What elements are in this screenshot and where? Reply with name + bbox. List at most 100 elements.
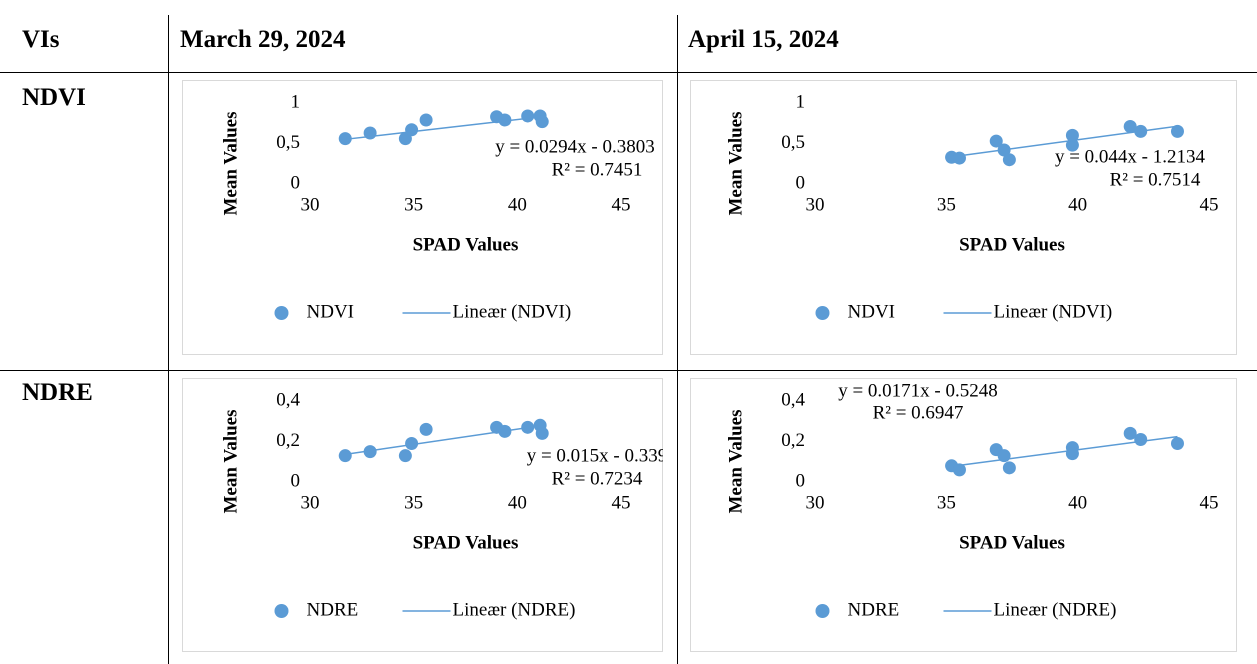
x-axis-label: SPAD Values <box>959 234 1065 255</box>
x-tick-label: 40 <box>508 492 527 513</box>
chart-border <box>690 80 1237 355</box>
column-rule <box>677 15 678 664</box>
header-cell: April 15, 2024 <box>688 26 839 53</box>
legend-label: NDRE <box>307 599 359 620</box>
y-tick-label: 0,2 <box>781 430 805 451</box>
r-squared-label: R² = 0.7451 <box>552 159 643 180</box>
x-tick-label: 35 <box>404 194 423 215</box>
row-rule <box>0 72 1257 73</box>
data-point <box>405 123 419 137</box>
legend-label: Lineær (NDVI) <box>994 301 1113 322</box>
legend-label: NDRE <box>848 599 900 620</box>
x-tick-label: 35 <box>404 492 423 513</box>
x-tick-label: 35 <box>937 194 956 215</box>
trendline-equation: y = 0.0294x - 0.3803 <box>495 136 655 157</box>
legend-marker <box>274 306 289 320</box>
x-axis-label: SPAD Values <box>959 532 1065 553</box>
data-point <box>419 113 433 127</box>
legend-label: NDVI <box>848 301 896 322</box>
data-point <box>419 422 433 436</box>
x-tick-label: 35 <box>937 492 956 513</box>
legend-label: Lineær (NDRE) <box>453 599 576 620</box>
chart-border <box>690 378 1237 652</box>
x-tick-label: 30 <box>301 194 320 215</box>
data-point <box>1002 153 1016 167</box>
header-cell: VIs <box>22 26 60 53</box>
y-tick-label: 1 <box>291 91 301 112</box>
x-tick-label: 45 <box>1200 492 1219 513</box>
trendline-equation: y = 0.015x - 0.339 <box>527 445 663 466</box>
column-rule <box>168 15 169 664</box>
data-point <box>1170 124 1184 138</box>
y-tick-label: 0,4 <box>781 389 805 410</box>
y-tick-label: 0 <box>796 172 806 193</box>
chart-border <box>182 378 663 652</box>
r-squared-label: R² = 0.7514 <box>1110 169 1201 190</box>
data-point <box>405 437 419 451</box>
y-axis-label: Mean Values <box>220 112 241 216</box>
legend-marker <box>815 604 830 618</box>
data-point <box>398 449 412 463</box>
data-point <box>989 134 1003 148</box>
x-tick-label: 45 <box>612 492 631 513</box>
legend-label: Lineær (NDVI) <box>453 301 572 322</box>
x-tick-label: 45 <box>1200 194 1219 215</box>
data-point <box>952 463 966 477</box>
legend-label: Lineær (NDRE) <box>994 599 1117 620</box>
data-point <box>1065 447 1079 461</box>
data-point <box>521 420 535 434</box>
x-tick-label: 30 <box>301 492 320 513</box>
x-tick-label: 40 <box>508 194 527 215</box>
y-tick-label: 0 <box>796 470 806 491</box>
data-point <box>498 424 512 438</box>
legend-label: NDVI <box>307 301 355 322</box>
y-tick-label: 0,5 <box>781 132 805 153</box>
chart: 30 35 40 45 0 0,5 1 SPAD Values Mean Values y = 0… <box>182 80 663 355</box>
data-point <box>997 449 1011 463</box>
legend-marker <box>815 306 830 320</box>
x-tick-label: 40 <box>1068 492 1087 513</box>
data-point <box>1123 426 1137 440</box>
x-axis-label: SPAD Values <box>413 234 519 255</box>
data-point <box>363 126 377 140</box>
data-point <box>338 132 352 146</box>
chart: 30 35 40 45 0 0,5 1 SPAD Values Mean Values y = 0… <box>690 80 1237 355</box>
data-point <box>1134 432 1148 446</box>
chart: 30 35 40 45 0 0,2 0,4 SPAD Values Mean Values y =… <box>182 378 663 652</box>
x-tick-label: 40 <box>1068 194 1087 215</box>
header-cell: March 29, 2024 <box>180 26 346 53</box>
row-rule <box>0 370 1257 371</box>
data-point <box>521 109 535 123</box>
data-point <box>1065 128 1079 142</box>
data-point <box>363 445 377 459</box>
x-tick-label: 45 <box>612 194 631 215</box>
y-tick-label: 0,5 <box>276 132 300 153</box>
chart-border <box>182 80 663 355</box>
data-point <box>535 426 549 440</box>
y-tick-label: 0,2 <box>276 430 300 451</box>
trendline-equation: y = 0.0171x - 0.5248 <box>838 380 998 401</box>
data-point <box>1134 124 1148 138</box>
x-tick-label: 30 <box>806 492 825 513</box>
legend-marker <box>274 604 289 618</box>
y-axis-label: Mean Values <box>220 410 241 514</box>
r-squared-label: R² = 0.6947 <box>873 402 964 423</box>
trendline-equation: y = 0.044x - 1.2134 <box>1055 146 1206 167</box>
y-axis-label: Mean Values <box>725 112 746 216</box>
row-label: NDRE <box>22 379 93 406</box>
data-point <box>997 143 1011 157</box>
x-tick-label: 30 <box>806 194 825 215</box>
y-tick-label: 0 <box>291 172 301 193</box>
data-point <box>1002 461 1016 475</box>
chart: 30 35 40 45 0 0,2 0,4 SPAD Values Mean Values y =… <box>690 378 1237 652</box>
data-point <box>535 115 549 129</box>
data-point <box>1170 437 1184 451</box>
y-tick-label: 1 <box>796 91 806 112</box>
data-point <box>1123 119 1137 133</box>
x-axis-label: SPAD Values <box>413 532 519 553</box>
y-axis-label: Mean Values <box>725 410 746 514</box>
data-point <box>1065 138 1079 152</box>
row-label: NDVI <box>22 84 86 111</box>
data-point <box>952 151 966 165</box>
